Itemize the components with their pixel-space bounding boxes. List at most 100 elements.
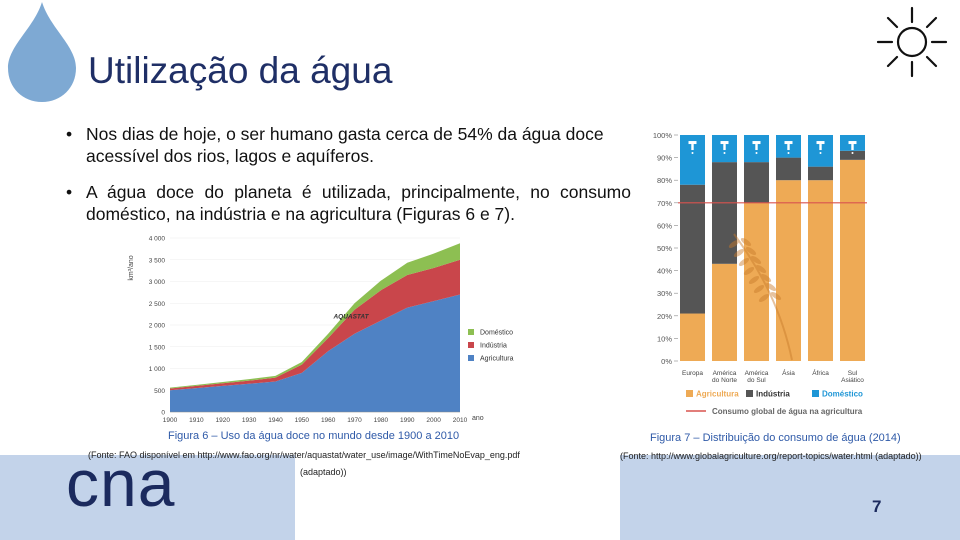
x-tick-label: 1900 — [163, 417, 178, 424]
faucet-handle — [688, 141, 697, 145]
faucet-handle — [784, 141, 793, 145]
y-tick-label: 90% — [657, 154, 672, 163]
faucet-spout — [755, 144, 758, 151]
wheat-grain — [750, 255, 762, 265]
x-category-label-line: do Norte — [712, 377, 737, 384]
y-tick-label: 70% — [657, 199, 672, 208]
faucet-icon — [784, 141, 793, 155]
faucet-icon — [752, 141, 761, 155]
bullet-marker: • — [66, 182, 73, 202]
wheat-grain — [745, 246, 757, 256]
x-category-label: América do Norte — [712, 370, 737, 384]
x-category-label-line: Asiático — [841, 377, 864, 384]
y-tick-label: 40% — [657, 267, 672, 276]
bullet-marker: • — [66, 124, 73, 144]
faucet-spout — [691, 144, 694, 151]
wheat-grain — [755, 264, 767, 274]
area-series-doméstico — [170, 243, 460, 389]
x-category-label-line: Sul — [848, 370, 858, 377]
y-tick-label: 2 500 — [149, 301, 166, 308]
footer-band-gap — [295, 455, 620, 540]
bar-segment-agricultura — [776, 180, 801, 361]
legend-label: Doméstico — [822, 390, 863, 399]
x-category-label-line: África — [812, 368, 829, 377]
faucet-icon — [816, 141, 825, 155]
x-tick-label: 1950 — [295, 417, 310, 424]
bar-segment-indústria — [712, 162, 737, 264]
x-category-label: América do Sul — [745, 370, 769, 384]
faucet-drop — [691, 152, 694, 155]
x-category-label-line: América — [713, 370, 737, 377]
legend-reference-label: Consumo global de água na agricultura — [712, 407, 863, 416]
wheat-grain — [728, 239, 740, 249]
faucet-drop — [819, 152, 822, 155]
legend-label: Agricultura — [696, 390, 739, 399]
wheat-grain — [743, 266, 755, 276]
bar-segment-indústria — [776, 157, 801, 181]
faucet-drop — [723, 152, 726, 155]
area-series-agricultura — [170, 294, 460, 412]
legend-swatch — [468, 329, 474, 335]
y-tick-label: 50% — [657, 244, 672, 253]
y-tick-label: 3 000 — [149, 279, 166, 286]
figure6-source-continued: (adaptado)) — [300, 467, 347, 477]
bullet-text: A água doce do planeta é utilizada, prin… — [86, 182, 631, 224]
bullet-text: Nos dias de hoje, o ser humano gasta cer… — [86, 124, 604, 166]
faucet-drop — [755, 152, 758, 155]
figure6-source: (Fonte: FAO disponível em http://www.fao… — [88, 450, 520, 460]
faucet-spout — [787, 144, 790, 151]
legend-label: Indústria — [480, 343, 507, 350]
bar-segment-indústria — [840, 150, 865, 160]
y-tick-label: 2 000 — [149, 323, 166, 330]
wheat-grain — [758, 293, 770, 303]
bar-segment-doméstico — [808, 135, 833, 167]
wheat-grain — [748, 275, 760, 285]
faucet-drop — [787, 152, 790, 155]
figure7-source: (Fonte: http://www.globalagriculture.org… — [620, 451, 922, 461]
figure6-caption: Figura 6 – Uso da água doce no mundo des… — [168, 430, 460, 442]
wheat-grain — [760, 273, 772, 283]
wheat-grain — [770, 291, 782, 301]
legend-label: Agricultura — [480, 356, 514, 363]
x-tick-label: 1930 — [242, 417, 257, 424]
x-tick-label: 1990 — [400, 417, 415, 424]
y-axis-label: km³/ano — [128, 255, 135, 280]
faucet-handle — [848, 141, 857, 145]
legend-swatch — [686, 390, 693, 397]
wheat-grain — [765, 282, 777, 292]
area-series-indústria — [170, 259, 460, 391]
wheat-grain — [733, 248, 745, 258]
x-tick-label: 1960 — [321, 417, 336, 424]
x-category-label: Europa — [682, 370, 703, 377]
bar-segment-indústria — [744, 162, 769, 203]
x-tick-label: 2000 — [426, 417, 441, 424]
figure7-bar-chart: 0% 10% 20% 30% 40% 50% 60% 70% 80% 90% 100% Europa A… — [653, 131, 867, 416]
y-tick-label: 20% — [657, 312, 672, 321]
x-tick-label: 1970 — [347, 417, 362, 424]
y-tick-label: 1 500 — [149, 344, 166, 351]
x-tick-label: 1920 — [215, 417, 230, 424]
sun-icon — [876, 6, 948, 78]
x-category-label: Sul Asiático — [841, 370, 864, 384]
x-category-label-line: Ásia — [782, 368, 795, 377]
faucet-handle — [816, 141, 825, 145]
legend-swatch — [468, 342, 474, 348]
figure6-area-chart: km³/ano 0 500 1 000 1 500 2 000 2 500 3 000 3 50… — [128, 236, 514, 425]
bullet-item: • Nos dias de hoje, o ser humano gasta c… — [66, 123, 631, 167]
x-tick-label: 1940 — [268, 417, 283, 424]
bar-segment-agricultura — [744, 202, 769, 361]
cna-logo: cna — [66, 446, 176, 520]
y-tick-label: 80% — [657, 176, 672, 185]
y-tick-label: 0% — [661, 357, 672, 366]
faucet-icon — [688, 141, 697, 155]
legend-swatch — [468, 355, 474, 361]
y-tick-label: 10% — [657, 334, 672, 343]
wheat-grain — [740, 237, 752, 247]
faucet-spout — [723, 144, 726, 151]
bar-segment-indústria — [680, 184, 705, 314]
faucet-icon — [848, 141, 857, 155]
wheat-grain — [738, 257, 750, 267]
bar-segment-indústria — [808, 166, 833, 181]
faucet-drop — [851, 152, 854, 155]
figure7-caption: Figura 7 – Distribuição do consumo de ág… — [650, 432, 901, 444]
